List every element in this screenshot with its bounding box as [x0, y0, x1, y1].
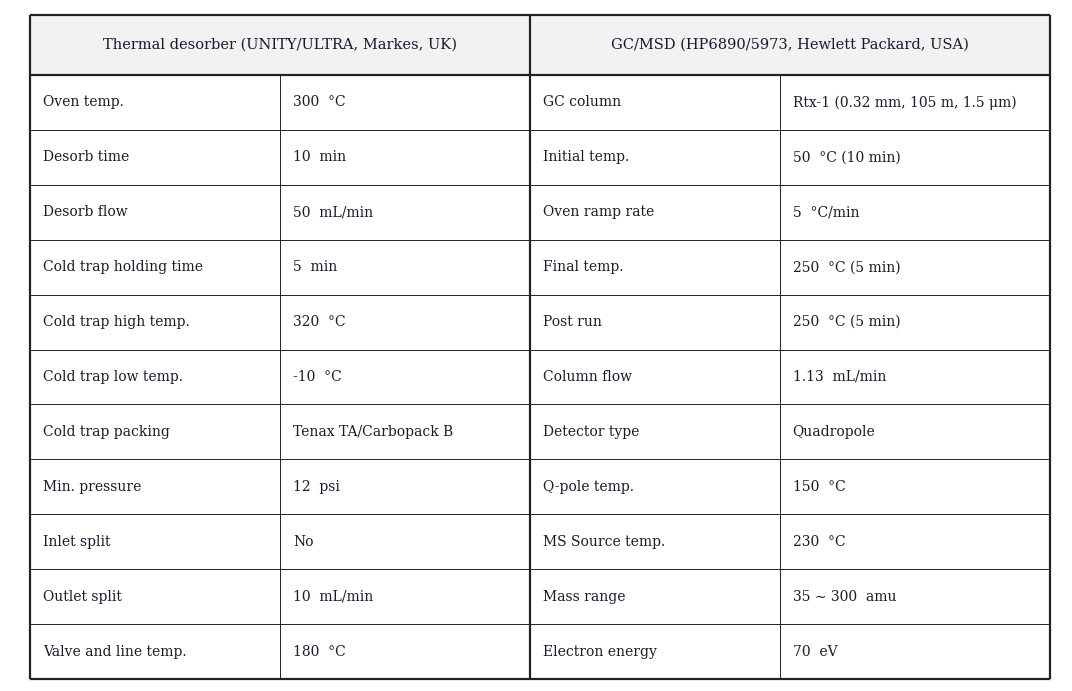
- Text: No: No: [293, 535, 313, 549]
- Bar: [530, 15, 1049, 75]
- Text: Oven ramp rate: Oven ramp rate: [542, 205, 654, 219]
- Text: Quadropole: Quadropole: [792, 425, 876, 439]
- Bar: [30, 294, 1049, 350]
- Text: GC column: GC column: [542, 95, 621, 109]
- Text: 230  °C: 230 °C: [792, 535, 846, 549]
- Text: 12  psi: 12 psi: [293, 480, 340, 494]
- Bar: [30, 569, 1049, 624]
- Bar: [30, 240, 1049, 294]
- Text: Tenax TA/Carbopack B: Tenax TA/Carbopack B: [293, 425, 453, 439]
- Bar: [30, 404, 1049, 460]
- Text: 5  °C/min: 5 °C/min: [792, 205, 859, 219]
- Text: Oven temp.: Oven temp.: [43, 95, 124, 109]
- Bar: [30, 514, 1049, 569]
- Text: 70  eV: 70 eV: [792, 645, 837, 659]
- Text: 50  mL/min: 50 mL/min: [293, 205, 373, 219]
- Text: 250  °C (5 min): 250 °C (5 min): [792, 261, 900, 274]
- Bar: [30, 460, 1049, 514]
- Text: GC/MSD (HP6890/5973, Hewlett Packard, USA): GC/MSD (HP6890/5973, Hewlett Packard, US…: [611, 38, 969, 52]
- Text: Valve and line temp.: Valve and line temp.: [43, 645, 187, 659]
- Text: -10  °C: -10 °C: [293, 370, 342, 384]
- Text: Thermal desorber (UNITY/ULTRA, Markes, UK): Thermal desorber (UNITY/ULTRA, Markes, U…: [103, 38, 457, 52]
- Text: 250  °C (5 min): 250 °C (5 min): [792, 315, 900, 329]
- Bar: [30, 184, 1049, 240]
- Text: Cold trap holding time: Cold trap holding time: [43, 261, 203, 274]
- Text: Final temp.: Final temp.: [542, 261, 623, 274]
- Bar: [30, 75, 1049, 130]
- Text: 1.13  mL/min: 1.13 mL/min: [792, 370, 887, 384]
- Text: Detector type: Detector type: [542, 425, 639, 439]
- Bar: [30, 624, 1049, 679]
- Bar: [30, 15, 530, 75]
- Text: Cold trap packing: Cold trap packing: [43, 425, 169, 439]
- Text: Electron energy: Electron energy: [542, 645, 657, 659]
- Text: 150  °C: 150 °C: [792, 480, 846, 494]
- Text: Min. pressure: Min. pressure: [43, 480, 142, 494]
- Text: 50  °C (10 min): 50 °C (10 min): [792, 151, 900, 164]
- Text: Initial temp.: Initial temp.: [542, 151, 629, 164]
- Text: Cold trap low temp.: Cold trap low temp.: [43, 370, 183, 384]
- Text: Outlet split: Outlet split: [43, 589, 122, 604]
- Text: Column flow: Column flow: [542, 370, 631, 384]
- Text: 180  °C: 180 °C: [293, 645, 345, 659]
- Text: 300  °C: 300 °C: [293, 95, 345, 109]
- Text: Rtx-1 (0.32 mm, 105 m, 1.5 μm): Rtx-1 (0.32 mm, 105 m, 1.5 μm): [792, 95, 1016, 110]
- Text: 320  °C: 320 °C: [293, 315, 345, 329]
- Text: Mass range: Mass range: [542, 589, 625, 604]
- Text: MS Source temp.: MS Source temp.: [542, 535, 665, 549]
- Bar: [30, 350, 1049, 404]
- Text: Cold trap high temp.: Cold trap high temp.: [43, 315, 190, 329]
- Text: 10  mL/min: 10 mL/min: [293, 589, 373, 604]
- Text: Q-pole temp.: Q-pole temp.: [542, 480, 634, 494]
- Text: Desorb time: Desorb time: [43, 151, 130, 164]
- Text: 35 ∼ 300  amu: 35 ∼ 300 amu: [792, 589, 896, 604]
- Text: Inlet split: Inlet split: [43, 535, 110, 549]
- Text: 5  min: 5 min: [293, 261, 338, 274]
- Text: Post run: Post run: [542, 315, 601, 329]
- Text: Desorb flow: Desorb flow: [43, 205, 128, 219]
- Bar: [30, 130, 1049, 184]
- Text: 10  min: 10 min: [293, 151, 346, 164]
